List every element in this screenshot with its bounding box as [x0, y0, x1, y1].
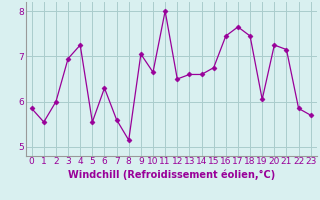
X-axis label: Windchill (Refroidissement éolien,°C): Windchill (Refroidissement éolien,°C)	[68, 169, 275, 180]
